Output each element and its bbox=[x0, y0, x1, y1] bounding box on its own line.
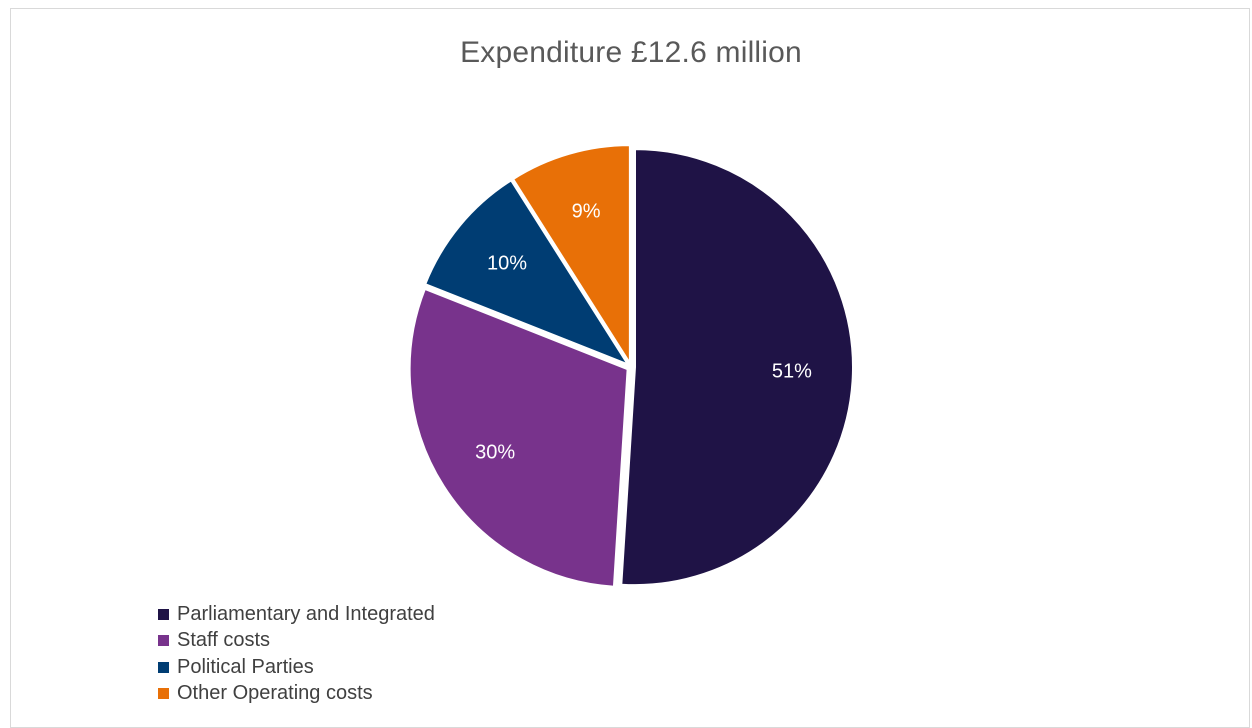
pie-slices bbox=[408, 144, 855, 588]
legend-swatch bbox=[158, 608, 169, 620]
chart-title: Expenditure £12.6 million bbox=[460, 36, 802, 69]
slice-political-parties bbox=[423, 179, 631, 367]
legend-label: Staff costs bbox=[177, 629, 271, 652]
slice-labels: 51% 30% 10% 9% bbox=[475, 201, 812, 464]
slice-label-political-parties: 10% bbox=[487, 253, 527, 275]
legend-item-other-operating: Other Operating costs bbox=[158, 681, 435, 708]
slice-label-parliamentary: 51% bbox=[772, 360, 812, 382]
legend-label: Other Operating costs bbox=[177, 682, 373, 705]
slice-parliamentary bbox=[620, 148, 855, 587]
chart-legend: Parliamentary and Integrated Staff costs… bbox=[158, 601, 435, 707]
legend-item-parliamentary: Parliamentary and Integrated bbox=[158, 601, 435, 628]
slice-other-operating bbox=[511, 144, 631, 367]
legend-swatch bbox=[158, 688, 169, 700]
legend-item-staff: Staff costs bbox=[158, 628, 435, 655]
legend-label: Parliamentary and Integrated bbox=[177, 602, 435, 625]
slice-staff-costs bbox=[408, 287, 629, 588]
slice-label-staff-costs: 30% bbox=[475, 442, 515, 464]
legend-label: Political Parties bbox=[177, 655, 314, 678]
slice-label-other-operating: 9% bbox=[572, 201, 601, 223]
legend-swatch bbox=[158, 661, 169, 673]
legend-item-political-parties: Political Parties bbox=[158, 654, 435, 681]
legend-swatch bbox=[158, 635, 169, 647]
chart-area bbox=[10, 8, 1250, 728]
